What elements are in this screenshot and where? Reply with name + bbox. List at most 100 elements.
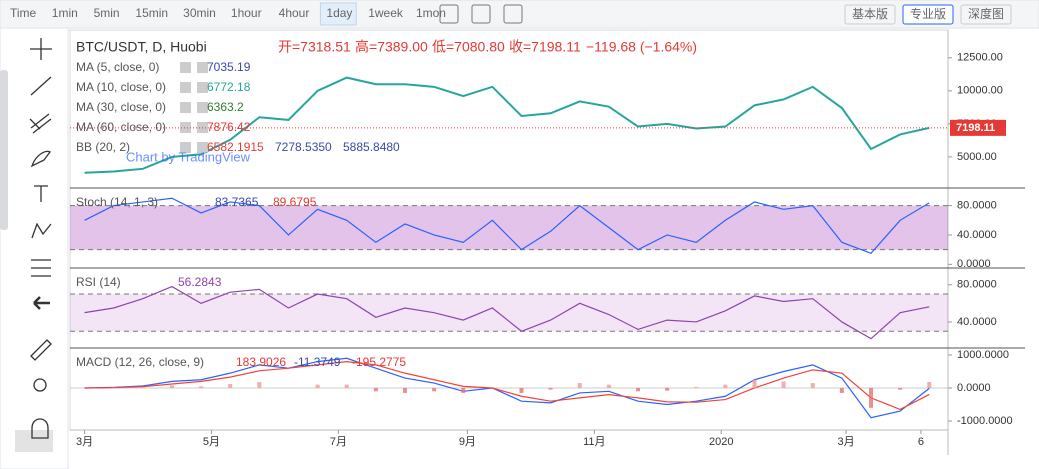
- legend-close[interactable]: [197, 102, 208, 113]
- legend-value: -195.2775: [352, 355, 406, 369]
- back-tool[interactable]: [33, 296, 50, 310]
- pane-title: BTC/USDT, D, Huobi: [76, 39, 207, 55]
- histogram-bar: [548, 387, 553, 390]
- histogram-bar: [869, 387, 874, 408]
- histogram-bar: [694, 387, 699, 388]
- magnet-tool[interactable]: [31, 418, 49, 439]
- histogram-bar: [839, 387, 844, 393]
- legend-value: 7035.19: [207, 60, 251, 74]
- legend-close[interactable]: [197, 62, 208, 73]
- legend-settings[interactable]: [180, 82, 191, 93]
- histogram-bar: [810, 383, 815, 388]
- legend-value: 89.6795: [273, 195, 317, 209]
- series-line: [84, 76, 930, 174]
- histogram-bar: [461, 387, 466, 393]
- version-button[interactable]: [902, 4, 954, 25]
- histogram-bar: [315, 384, 320, 388]
- y-tick-label: 12500.00: [957, 52, 1003, 64]
- interval-button[interactable]: Time: [10, 6, 37, 20]
- zoom-tool[interactable]: [33, 378, 47, 392]
- x-tick-label: 7月: [330, 436, 347, 448]
- left-toolbar: [0, 27, 69, 469]
- histogram-bar: [140, 387, 145, 388]
- legend-value: 183.9026: [236, 355, 286, 369]
- histogram-bar: [635, 387, 640, 392]
- y-tick-label: 80.0000: [957, 279, 997, 291]
- legend-value: 6363.2: [207, 100, 244, 114]
- y-tick-label: 10000.00: [957, 85, 1003, 97]
- interval-button[interactable]: 1min: [52, 6, 78, 20]
- legend-close[interactable]: [197, 82, 208, 93]
- histogram-bar: [519, 387, 524, 393]
- version-label: 基本版: [852, 7, 888, 21]
- fib-tool[interactable]: [29, 113, 52, 134]
- interval-button[interactable]: 15min: [135, 6, 168, 20]
- chart-type-button[interactable]: [439, 4, 459, 24]
- legend-value: 6772.18: [207, 80, 251, 94]
- series-line: [84, 360, 930, 411]
- interval-button[interactable]: 1mon: [416, 6, 446, 20]
- version-label: 专业版: [910, 6, 946, 21]
- y-tick-label: 80.0000: [957, 200, 997, 212]
- histogram-bar: [373, 387, 378, 392]
- pane-title: MACD (12, 26, close, 9): [76, 355, 204, 369]
- legend-value: 5885.8480: [343, 140, 400, 154]
- legend-label: MA (60, close, 0): [76, 120, 166, 134]
- pane-title: Stoch (14, 1, 3): [76, 195, 158, 209]
- x-tick-label: 3月: [837, 436, 854, 448]
- histogram-bar: [898, 387, 903, 390]
- legend-value: 7876.42: [207, 120, 251, 134]
- drawing-tools[interactable]: [29, 38, 52, 439]
- ohlc-value: 低=7080.80: [432, 39, 505, 55]
- y-tick-label: 40.0000: [957, 229, 997, 241]
- x-tick-label: 5月: [203, 436, 220, 448]
- y-tick-label: 40.0000: [957, 316, 997, 328]
- text-tool[interactable]: [34, 185, 48, 202]
- interval-button[interactable]: 5min: [94, 6, 120, 20]
- legend-settings[interactable]: [180, 142, 191, 153]
- series-line: [84, 197, 930, 255]
- interval-button[interactable]: 4hour: [279, 6, 310, 20]
- pattern-tool[interactable]: [31, 222, 52, 239]
- histogram-bar: [257, 382, 262, 388]
- band-fill: [70, 294, 948, 332]
- legend-close[interactable]: [197, 142, 208, 153]
- screenshot-button[interactable]: [503, 4, 523, 24]
- version-button[interactable]: [960, 4, 1012, 25]
- legend-label: MA (5, close, 0): [76, 60, 159, 74]
- legend-settings[interactable]: [180, 122, 191, 133]
- settings-button[interactable]: [471, 4, 491, 24]
- histogram-bar: [723, 384, 728, 388]
- histogram-bar: [432, 387, 437, 392]
- legend-value: 83.7365: [215, 195, 259, 209]
- scrollbar: [0, 70, 8, 230]
- interval-button[interactable]: 1hour: [231, 6, 262, 20]
- legend-value: -11.3749: [294, 355, 341, 369]
- series-line: [84, 357, 930, 419]
- brush-tool[interactable]: [30, 150, 51, 168]
- y-tick-label: -1000.0000: [957, 415, 1013, 427]
- histogram-bar: [402, 387, 407, 393]
- series-line: [84, 285, 930, 340]
- legend-settings[interactable]: [180, 62, 191, 73]
- x-tick-label: 2020: [709, 436, 733, 448]
- x-tick-label: 11月: [583, 436, 605, 448]
- version-button[interactable]: [844, 4, 896, 25]
- legend-value: 56.2843: [178, 275, 222, 289]
- trendline-tool[interactable]: [30, 76, 52, 96]
- pane-title: RSI (14): [76, 275, 121, 289]
- interval-button[interactable]: 30min: [183, 6, 216, 20]
- legend-settings[interactable]: [180, 102, 191, 113]
- ruler-tool[interactable]: [30, 339, 52, 361]
- legend-label: MA (10, close, 0): [76, 80, 166, 94]
- ohlc-value: −119.68 (−1.64%): [586, 39, 697, 55]
- interval-button[interactable]: 1day: [326, 6, 352, 20]
- watermark: Chart by TradingView: [126, 149, 251, 164]
- interval-button[interactable]: 1week: [368, 6, 404, 20]
- legend-value: 7278.5350: [275, 140, 332, 154]
- y-tick-label: 0.0000: [957, 382, 991, 394]
- measure-tool[interactable]: [31, 259, 51, 277]
- crosshair-tool[interactable]: [30, 38, 52, 60]
- legend-label: MA (30, close, 0): [76, 100, 166, 114]
